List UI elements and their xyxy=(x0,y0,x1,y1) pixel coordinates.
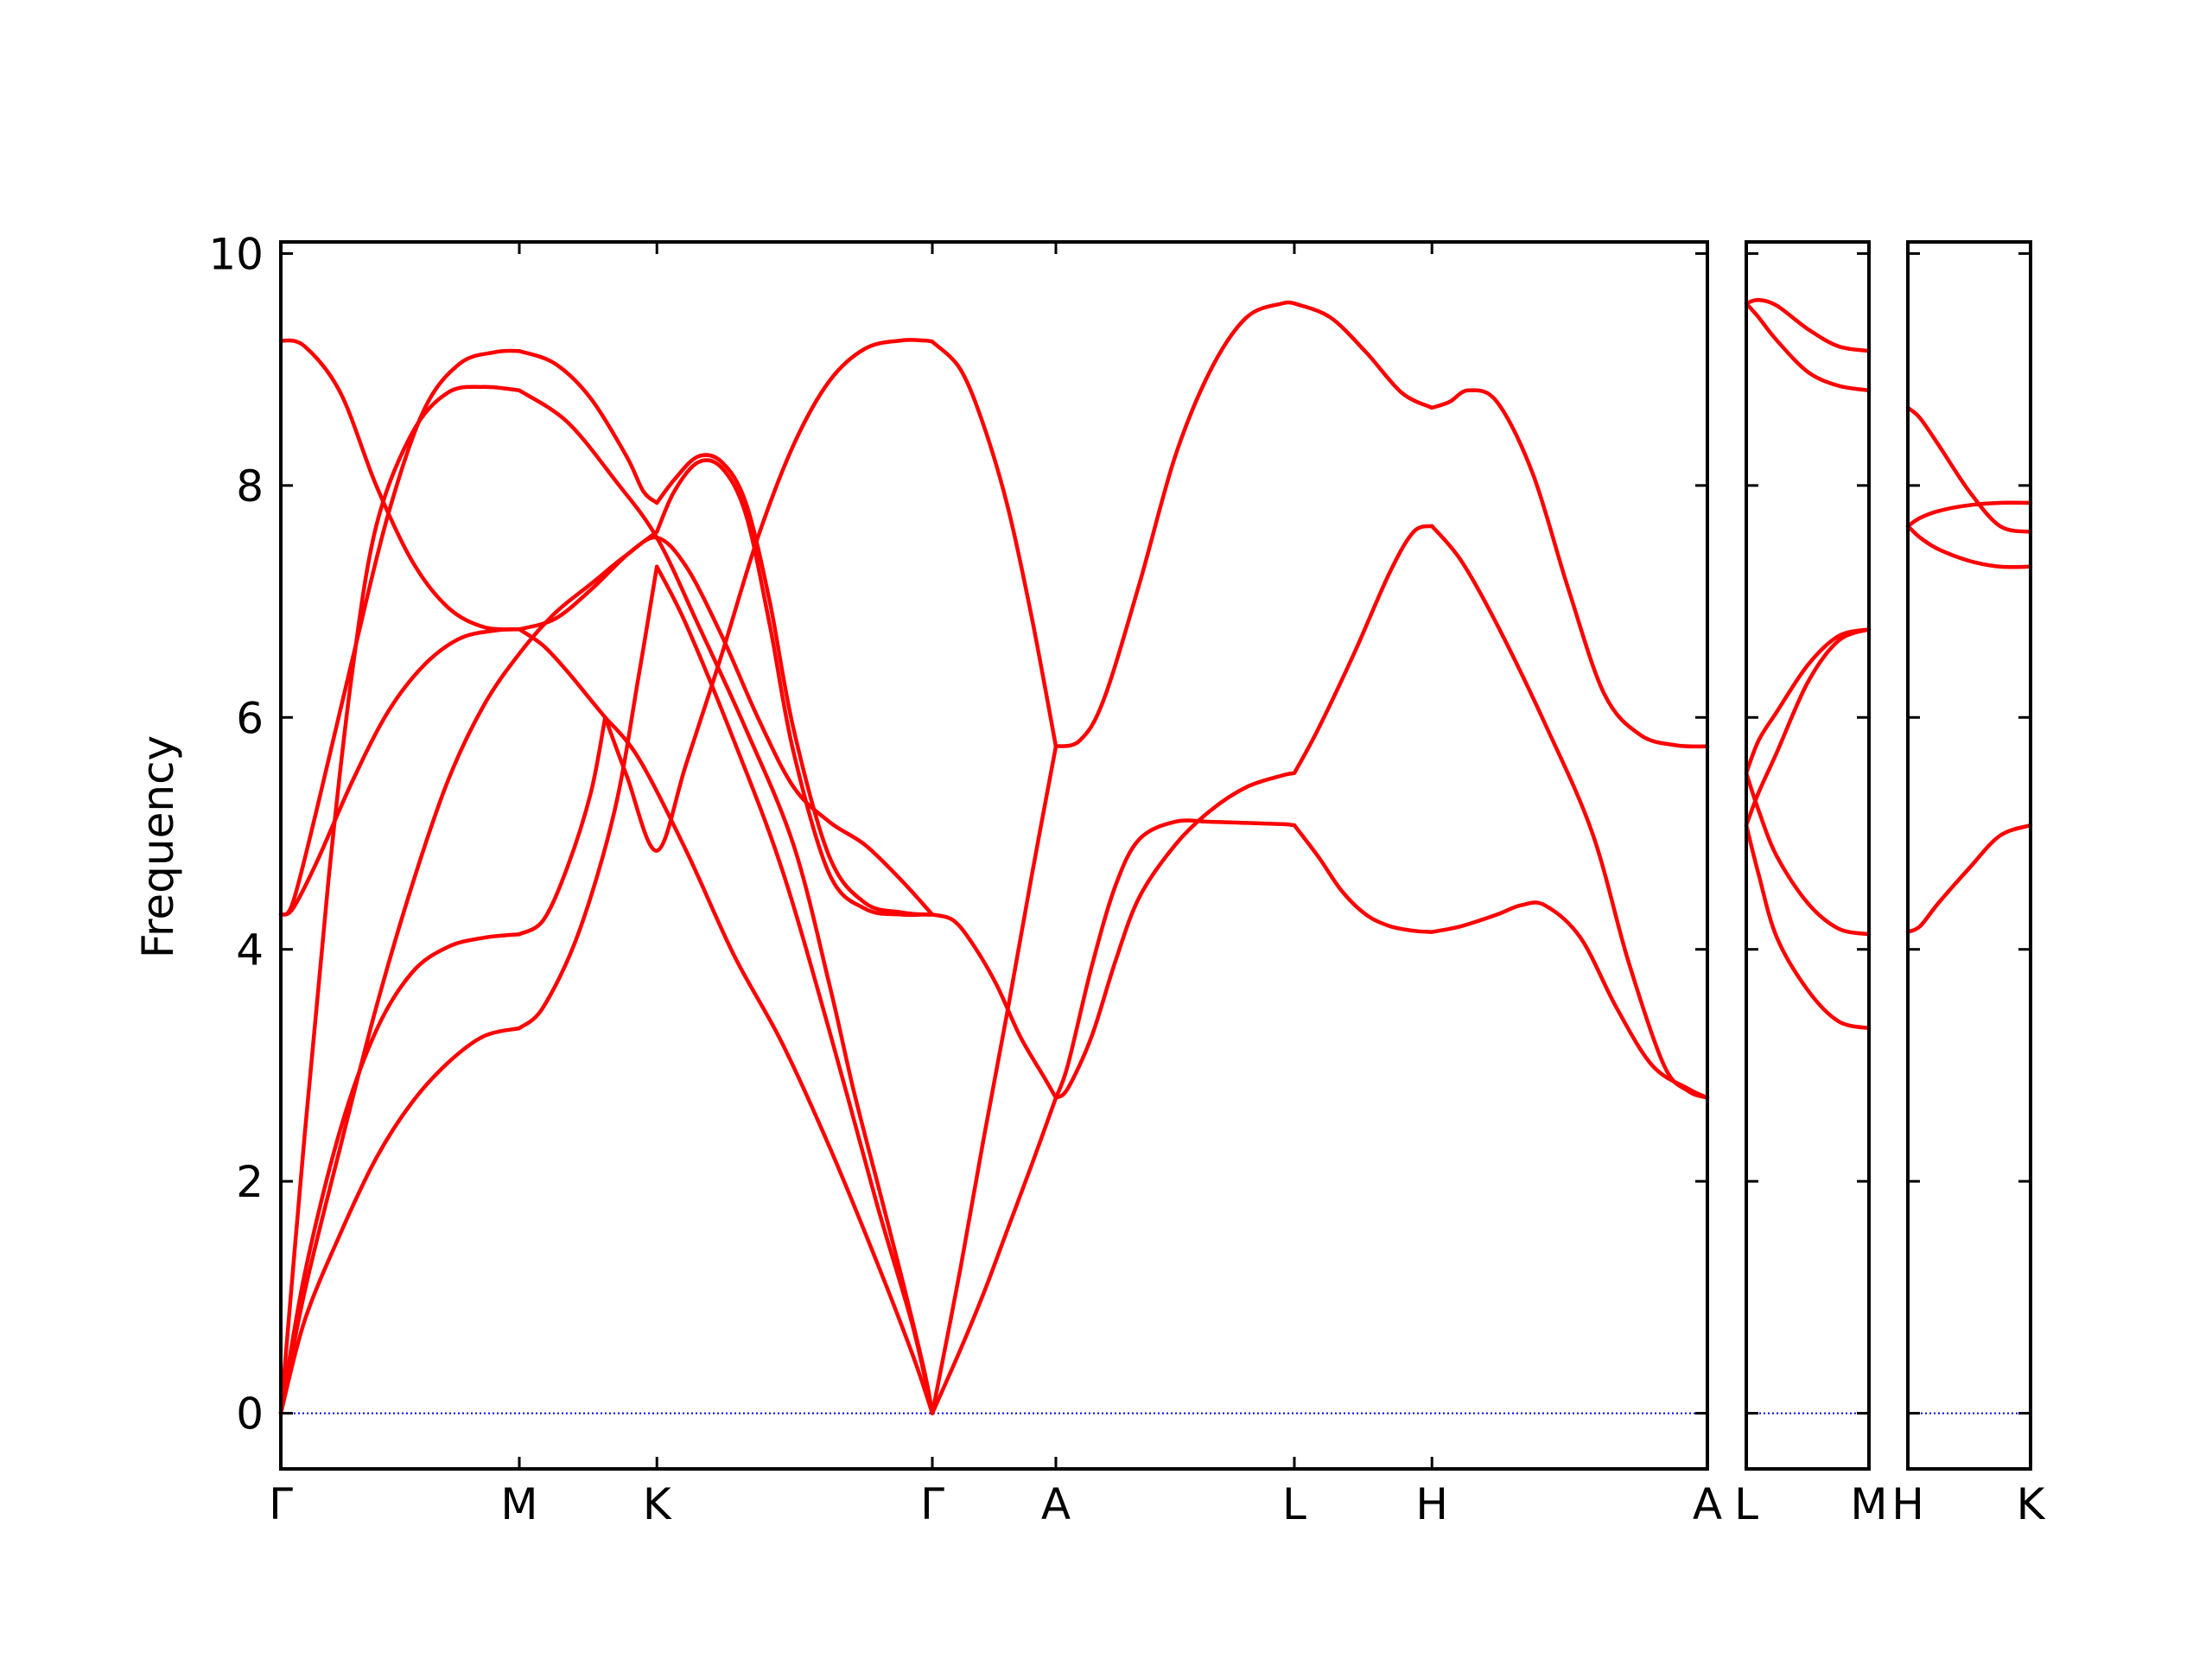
band-line-panel1-9 xyxy=(278,348,522,917)
band-line-panel1-15 xyxy=(278,338,522,632)
band-line-panel2-5 xyxy=(1744,771,1872,937)
band-line-panel1-3 xyxy=(654,564,935,1415)
band-line-panel1-24 xyxy=(1292,301,1434,410)
y-tick-label: 0 xyxy=(236,1389,264,1440)
band-line-panel1-19 xyxy=(930,340,1058,749)
band-line-panel2-6 xyxy=(1744,823,1872,1031)
x-tick-label: H xyxy=(1891,1479,1924,1529)
band-line-panel1-10 xyxy=(517,348,659,505)
x-tick-label: L xyxy=(1282,1479,1306,1529)
y-tick-label: 6 xyxy=(236,693,264,743)
band-line-panel1-23 xyxy=(1053,300,1297,749)
x-tick-label: A xyxy=(1693,1479,1722,1529)
band-line-panel1-6 xyxy=(603,715,935,1415)
band-line-panel1-26 xyxy=(1053,771,1297,1100)
band-line-panel1-17 xyxy=(603,338,935,853)
band-line-panel1-31 xyxy=(1429,900,1710,1100)
x-tick-label: K xyxy=(643,1479,672,1529)
band-line-panel1-21 xyxy=(930,1096,1058,1415)
band-line-panel1-7 xyxy=(278,385,522,1415)
band-line-panel3-4 xyxy=(1905,823,2033,934)
x-tick-label: Γ xyxy=(269,1479,293,1529)
band-line-panel2-3 xyxy=(1744,627,1872,775)
band-line-panel1-20 xyxy=(930,744,1058,1415)
y-tick-label: 8 xyxy=(236,461,264,512)
y-tick-label: 2 xyxy=(236,1157,264,1207)
band-line-panel1-5 xyxy=(517,715,607,937)
band-line-panel1-2 xyxy=(517,564,659,1031)
band-line-panel3-3 xyxy=(1905,524,2033,569)
band-line-panel1-16 xyxy=(517,627,607,720)
band-line-panel1-22 xyxy=(930,912,1058,1100)
band-line-panel1-30 xyxy=(1292,823,1434,934)
x-tick-label: M xyxy=(1850,1479,1887,1529)
band-line-panel2-1 xyxy=(1744,297,1872,353)
band-line-panel1-1 xyxy=(278,1026,522,1415)
band-line-panel1-27 xyxy=(1292,524,1434,775)
x-tick-label: H xyxy=(1415,1479,1448,1529)
band-line-panel1-8 xyxy=(517,388,935,1415)
band-line-panel1-14 xyxy=(654,458,935,918)
x-tick-label: A xyxy=(1041,1479,1071,1529)
y-tick-label: 10 xyxy=(208,229,264,279)
x-tick-label: K xyxy=(2017,1479,2046,1529)
band-line-panel1-28 xyxy=(1429,524,1710,1100)
band-line-panel3-1 xyxy=(1905,405,2033,534)
x-tick-label: L xyxy=(1734,1479,1758,1529)
band-line-panel1-4 xyxy=(278,932,522,1415)
band-line-panel1-11 xyxy=(654,453,935,917)
band-line-panel1-18 xyxy=(278,535,935,1415)
y-axis-label: Frequency xyxy=(133,735,183,958)
band-line-panel2-4 xyxy=(1744,627,1872,828)
band-line-panel1-12 xyxy=(278,627,522,917)
plot-frame-panel1 xyxy=(279,240,1709,1471)
band-line-panel2-2 xyxy=(1744,301,1872,393)
band-line-panel1-25 xyxy=(1429,388,1710,749)
band-line-panel3-2 xyxy=(1905,500,2033,529)
x-tick-label: Γ xyxy=(920,1479,944,1529)
x-tick-label: M xyxy=(500,1479,537,1529)
band-line-panel1-29 xyxy=(1053,818,1297,1100)
y-tick-label: 4 xyxy=(236,925,264,976)
plot-frame-panel3 xyxy=(1906,240,2032,1471)
plot-frame-panel2 xyxy=(1745,240,1871,1471)
